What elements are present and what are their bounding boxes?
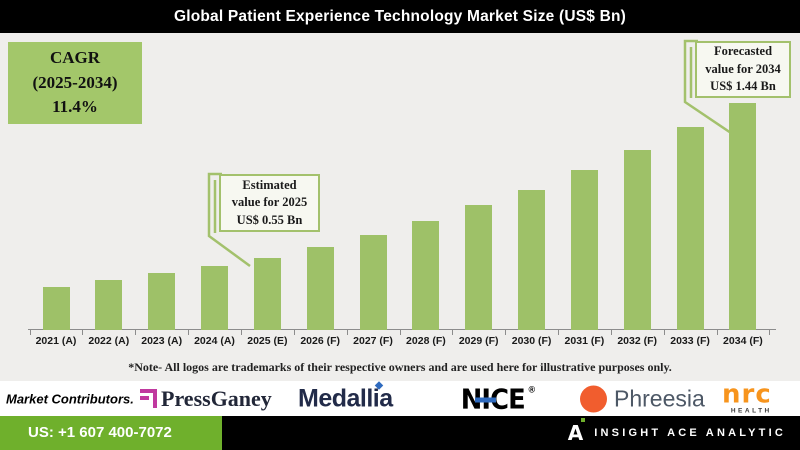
- x-axis-tick: [241, 330, 242, 335]
- footer-bar: US: +1 607 400-7072 A INSIGHT ACE ANALYT…: [0, 416, 800, 450]
- disclaimer-note: *Note- All logos are trademarks of their…: [128, 360, 672, 374]
- x-axis-tick: [399, 330, 401, 335]
- phreesia-circle-icon: [580, 385, 607, 412]
- pressganey-logo: PressGaney: [140, 386, 272, 412]
- brand-name: INSIGHT ACE ANALYTIC: [594, 427, 786, 439]
- x-axis-tick: [505, 330, 507, 335]
- x-axis-label-6: 2026 (F): [300, 335, 341, 347]
- x-axis-tick: [29, 330, 31, 335]
- chart-bar-6: [306, 247, 334, 330]
- cagr-label: CAGR: [49, 48, 101, 68]
- nice-logo: NICE ®: [458, 382, 536, 415]
- cagr-value: 11.4%: [52, 97, 98, 117]
- pressganey-wordmark: PressGaney: [161, 385, 272, 411]
- nrc-wordmark: nrc: [722, 378, 772, 409]
- x-axis-tick: [346, 330, 348, 335]
- phone-banner: US: +1 607 400-7072: [0, 416, 222, 450]
- nice-blue-connector-icon: [474, 397, 496, 403]
- chart-bar-12: [623, 150, 651, 330]
- chart-bar-1: [42, 287, 70, 330]
- cagr-box: CAGR (2025-2034) 11.4%: [8, 42, 142, 124]
- x-axis-label-8: 2028 (F): [406, 335, 446, 347]
- chart-bar-7: [359, 235, 387, 330]
- x-axis-tick: [716, 330, 718, 335]
- chart-bar-5: [253, 258, 281, 330]
- forecasted-callout-value: US$ 1.44 Bn: [710, 79, 776, 94]
- x-axis-label-11: 2031 (F): [564, 335, 605, 347]
- x-axis-tick: [558, 330, 559, 335]
- x-axis-label-2: 2022 (A): [88, 335, 130, 347]
- chart-bar-3: [148, 273, 176, 330]
- insight-ace-logo-dot-icon: [581, 418, 586, 422]
- chart-bar-11: [570, 170, 598, 330]
- x-axis-tick: [610, 330, 612, 335]
- contributors-strip: Market Contributors. PressGaney Medallia…: [0, 378, 800, 416]
- estimated-callout-line1: Estimated: [242, 177, 297, 192]
- x-axis-label-9: 2029 (F): [458, 335, 499, 347]
- estimated-callout-line2: value for 2025: [231, 195, 308, 210]
- x-axis-label-10: 2030 (F): [511, 335, 552, 347]
- phreesia-logo: Phreesia: [580, 385, 705, 412]
- pressganey-flag-icon: [140, 389, 157, 408]
- nrc-health-sublabel: HEALTH: [730, 407, 772, 415]
- x-axis-label-12: 2032 (F): [617, 335, 658, 347]
- x-axis-tick: [452, 330, 454, 335]
- x-axis-label-7: 2027 (F): [353, 335, 393, 347]
- x-axis-tick: [188, 330, 190, 335]
- x-axis-label-1: 2021 (A): [35, 335, 77, 347]
- x-axis-label-4: 2024 (A): [194, 335, 235, 347]
- x-axis-label-5: 2025 (E): [247, 335, 288, 347]
- x-axis-label-3: 2023 (A): [141, 335, 183, 347]
- contributors-label: Market Contributors.: [6, 391, 134, 406]
- nrc-health-logo: nrc HEALTH: [722, 378, 772, 415]
- x-axis-label-14: 2034 (F): [723, 335, 763, 347]
- insight-ace-logo-icon: A: [568, 418, 586, 443]
- x-axis-tick: [82, 330, 84, 335]
- x-axis-line: [28, 329, 776, 330]
- x-axis-tick: [663, 330, 665, 335]
- cagr-period: (2025-2034): [32, 72, 118, 92]
- chart-bar-4: [201, 266, 228, 330]
- chart-bar-13: [676, 127, 704, 330]
- x-axis-tick: [769, 330, 771, 335]
- chart-title: Global Patient Experience Technology Mar…: [173, 7, 627, 25]
- estimated-callout-value: US$ 0.55 Bn: [236, 212, 303, 227]
- chart-bar-8: [412, 221, 440, 330]
- forecasted-callout-line2: value for 2034: [705, 61, 781, 76]
- x-axis-label-13: 2033 (F): [670, 335, 710, 347]
- forecasted-callout-line1: Forecasted: [713, 44, 773, 59]
- chart-bar-2: [95, 280, 123, 330]
- brand-banner: A INSIGHT ACE ANALYTIC: [568, 416, 786, 450]
- title-bar: Global Patient Experience Technology Mar…: [0, 0, 800, 33]
- chart-bar-10: [518, 190, 546, 330]
- estimated-value-callout: Estimated value for 2025 US$ 0.55 Bn: [219, 174, 320, 232]
- forecasted-value-callout: Forecasted value for 2034 US$ 1.44 Bn: [695, 41, 791, 98]
- chart-bar-9: [465, 205, 493, 330]
- nice-registered-mark: ®: [528, 384, 536, 395]
- phreesia-wordmark: Phreesia: [614, 385, 705, 411]
- x-axis-tick: [293, 330, 295, 335]
- chart-bar-14: [729, 103, 757, 330]
- medallia-logo: Medallia: [298, 380, 393, 413]
- x-axis-tick: [135, 330, 137, 335]
